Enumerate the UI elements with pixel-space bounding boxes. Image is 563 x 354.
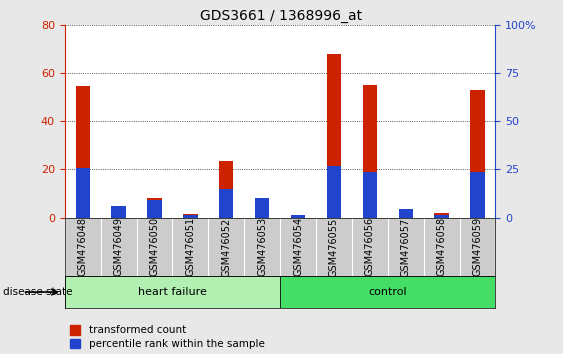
Bar bbox=[183, 214, 198, 218]
Text: GSM476050: GSM476050 bbox=[149, 217, 159, 276]
Bar bbox=[219, 161, 234, 218]
Text: GSM476058: GSM476058 bbox=[436, 217, 446, 276]
Text: GSM476048: GSM476048 bbox=[78, 217, 88, 276]
Text: GSM476049: GSM476049 bbox=[114, 217, 124, 276]
Bar bbox=[363, 85, 377, 218]
Text: heart failure: heart failure bbox=[138, 287, 207, 297]
Text: disease state: disease state bbox=[3, 287, 72, 297]
Bar bbox=[363, 172, 377, 218]
Text: GDS3661 / 1368996_at: GDS3661 / 1368996_at bbox=[200, 9, 363, 23]
Bar bbox=[75, 167, 90, 218]
Bar bbox=[291, 215, 305, 218]
Bar bbox=[280, 276, 495, 308]
Legend: transformed count, percentile rank within the sample: transformed count, percentile rank withi… bbox=[70, 325, 265, 349]
Bar bbox=[435, 213, 449, 218]
Bar bbox=[435, 215, 449, 218]
Text: GSM476052: GSM476052 bbox=[221, 217, 231, 276]
Text: GSM476057: GSM476057 bbox=[401, 217, 411, 276]
Bar bbox=[470, 172, 485, 218]
Bar bbox=[148, 198, 162, 218]
Text: GSM476059: GSM476059 bbox=[472, 217, 482, 276]
Bar bbox=[75, 86, 90, 218]
Bar bbox=[148, 200, 162, 218]
Bar bbox=[399, 209, 413, 218]
Text: GSM476054: GSM476054 bbox=[293, 217, 303, 276]
Bar bbox=[183, 215, 198, 218]
Bar bbox=[470, 90, 485, 218]
Bar bbox=[65, 276, 280, 308]
Bar bbox=[327, 166, 341, 218]
Bar bbox=[255, 198, 269, 218]
Text: GSM476053: GSM476053 bbox=[257, 217, 267, 276]
Text: control: control bbox=[368, 287, 407, 297]
Text: GSM476051: GSM476051 bbox=[185, 217, 195, 276]
Text: GSM476055: GSM476055 bbox=[329, 217, 339, 276]
Bar bbox=[219, 189, 234, 218]
Bar bbox=[111, 206, 126, 218]
Bar bbox=[327, 54, 341, 218]
Text: GSM476056: GSM476056 bbox=[365, 217, 375, 276]
